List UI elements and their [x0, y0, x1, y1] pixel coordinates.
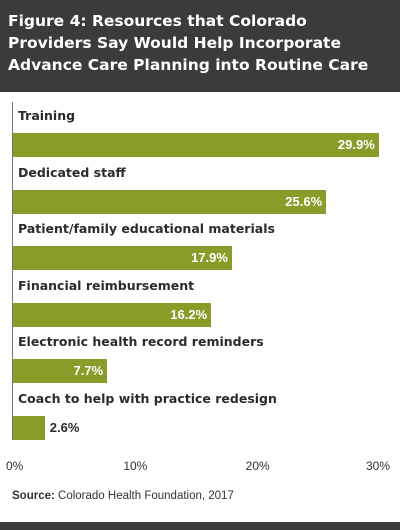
data-label: 2.6% — [49, 419, 80, 435]
source-label: Source: — [12, 490, 55, 502]
data-label: 25.6% — [285, 193, 323, 209]
category-label: Coach to help with practice redesign — [18, 390, 277, 406]
bar — [13, 415, 45, 440]
x-tick-label: 0% — [6, 459, 24, 473]
chart-title: Figure 4: Resources that Colorado Provid… — [8, 12, 369, 74]
category-label: Financial reimbursement — [18, 277, 195, 293]
x-tick-label: 10% — [123, 459, 148, 473]
bar — [13, 133, 379, 157]
footer-bar — [0, 522, 400, 530]
y-axis-line — [12, 102, 13, 440]
data-label: 7.7% — [73, 363, 104, 378]
x-tick-label: 30% — [366, 459, 391, 473]
data-label: 29.9% — [337, 137, 375, 152]
category-label: Dedicated staff — [18, 164, 126, 180]
category-label: Patient/family educational materials — [18, 221, 275, 236]
category-label: Electronic health record reminders — [18, 334, 264, 349]
source-text: Colorado Health Foundation, 2017 — [58, 490, 234, 502]
chart-header: Figure 4: Resources that Colorado Provid… — [0, 0, 400, 92]
bar — [13, 302, 212, 327]
data-label: 16.2% — [170, 306, 208, 322]
category-label: Training — [18, 108, 76, 123]
data-label: 17.9% — [191, 250, 228, 265]
x-tick-label: 20% — [245, 459, 270, 473]
bar — [13, 189, 327, 214]
source-note: Source: Colorado Health Foundation, 2017 — [12, 490, 234, 502]
bar — [13, 359, 108, 383]
bar — [13, 246, 232, 270]
